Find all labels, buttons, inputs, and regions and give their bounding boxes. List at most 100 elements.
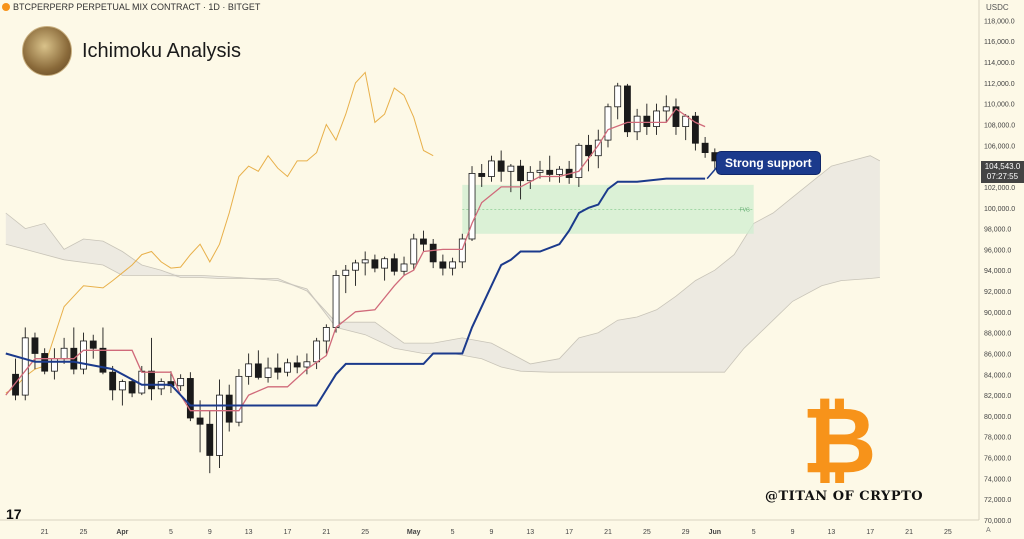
x-axis-ticks: 21 25 Apr 5 9 13 17 21 25 May 5 9 13 17 21 25 29 Jun 5 9 13 1…: [41, 529, 952, 536]
x-tick-label: Apr: [116, 529, 128, 536]
candle-body: [225, 394, 233, 423]
x-tick-label: 17: [565, 529, 573, 536]
x-tick-label: 17: [284, 529, 292, 536]
candle-body: [138, 370, 146, 394]
x-tick-label: 21: [322, 529, 330, 536]
y-tick-label: 84,000.0: [984, 372, 1011, 379]
avatar: [22, 26, 72, 76]
candle-body: [12, 373, 19, 396]
currency-label[interactable]: USDC: [986, 3, 1009, 12]
y-tick-label: 72,000.0: [984, 497, 1011, 504]
candle-body: [21, 337, 29, 396]
x-tick-label: 9: [489, 529, 493, 536]
candle-body: [604, 106, 612, 141]
candle-body: [458, 238, 466, 263]
x-tick-label: 5: [451, 529, 455, 536]
candle-body: [439, 261, 447, 269]
page-title: Ichimoku Analysis: [82, 39, 241, 62]
y-tick-label: 116,000.0: [984, 39, 1015, 46]
candle-body: [691, 115, 699, 144]
y-tick-label: 118,000.0: [984, 18, 1015, 25]
candle-body: [80, 340, 87, 370]
senkou-span-a: [5, 155, 881, 365]
candle-body: [653, 110, 660, 127]
x-tick-label: 21: [41, 529, 49, 536]
x-tick-label: 21: [905, 529, 913, 536]
x-tick-label: 9: [208, 529, 212, 536]
y-tick-label: 94,000.0: [984, 268, 1011, 275]
x-tick-label: Jun: [709, 529, 721, 536]
candle-body: [624, 85, 631, 133]
candle-body: [478, 173, 486, 177]
candle-body: [449, 261, 457, 269]
y-tick-label: 112,000.0: [984, 81, 1015, 88]
y-tick-label: 90,000.0: [984, 310, 1011, 317]
candle-body: [390, 258, 398, 272]
fvg-label: FVG: [740, 207, 750, 213]
x-tick-label: 5: [752, 529, 756, 536]
candle-body: [332, 275, 340, 328]
symbol-line: BTCPERPERP PERPETUAL MIX CONTRACT · 1D ·…: [13, 2, 261, 12]
candle-body: [118, 381, 126, 391]
candle-body: [342, 269, 350, 276]
candle-body: [701, 142, 709, 153]
candle-body: [313, 340, 321, 363]
candle-body: [352, 262, 359, 271]
candle-body: [507, 165, 515, 172]
candle-body: [614, 85, 622, 108]
candle-body: [322, 327, 330, 342]
candle-body: [556, 168, 563, 175]
candle-body: [643, 115, 651, 127]
candle-body: [410, 238, 418, 265]
senkou-span-b: [5, 243, 880, 373]
y-tick-label: 80,000.0: [984, 414, 1011, 421]
y-tick-label: 76,000.0: [984, 456, 1011, 463]
tradingview-logo[interactable]: 17: [6, 506, 22, 522]
y-tick-label: 102,000.0: [984, 185, 1015, 192]
ichimoku-cloud: [5, 155, 880, 373]
y-tick-label: 92,000.0: [984, 289, 1011, 296]
candle-body: [420, 238, 427, 245]
candle-body: [361, 259, 369, 264]
candle-body: [293, 362, 301, 368]
x-tick-label: 25: [361, 529, 369, 536]
bitcoin-coin-icon: [2, 3, 10, 11]
x-tick-label: 29: [682, 529, 690, 536]
y-tick-label: 100,000.0: [984, 206, 1015, 213]
candle-body: [381, 258, 389, 269]
symbol-header: BTCPERPERP PERPETUAL MIX CONTRACT · 1D ·…: [2, 2, 260, 12]
chikou-span: [5, 71, 434, 394]
candle-body: [216, 394, 223, 456]
bitcoin-logo-icon: ₿: [802, 387, 877, 494]
y-tick-label: 96,000.0: [984, 247, 1011, 254]
candles-group: [12, 82, 719, 474]
candle-body: [264, 367, 272, 378]
candle-body: [371, 259, 379, 269]
y-tick-label: 82,000.0: [984, 393, 1011, 400]
candle-body: [546, 169, 554, 175]
x-tick-label: 5: [169, 529, 173, 536]
brand-block: Ichimoku Analysis: [22, 26, 241, 76]
candle-body: [517, 165, 524, 182]
y-tick-label: 108,000.0: [984, 122, 1015, 129]
candle-body: [468, 173, 476, 240]
strong-support-callout: Strong support: [716, 151, 821, 175]
x-tick-label: 9: [791, 529, 795, 536]
y-tick-label: 114,000.0: [984, 60, 1015, 67]
candle-body: [400, 263, 408, 272]
last-price-tag: 104,543.0 07:27:55: [981, 161, 1024, 183]
x-tick-label: 25: [80, 529, 88, 536]
y-axis-ticks: 118,000.0 116,000.0 114,000.0 112,000.0 110,…: [984, 18, 1015, 525]
tenkan-sen-line: [5, 108, 706, 412]
candle-body: [99, 347, 107, 373]
y-tick-label: 98,000.0: [984, 227, 1011, 234]
y-tick-label: 70,000.0: [984, 518, 1011, 525]
auto-scale-button[interactable]: A: [986, 527, 991, 534]
candle-body: [633, 115, 641, 133]
y-tick-label: 74,000.0: [984, 476, 1011, 483]
x-tick-label: 21: [604, 529, 612, 536]
candle-body: [60, 347, 68, 360]
last-price: 104,543.0: [984, 162, 1021, 171]
candle-body: [585, 144, 592, 157]
